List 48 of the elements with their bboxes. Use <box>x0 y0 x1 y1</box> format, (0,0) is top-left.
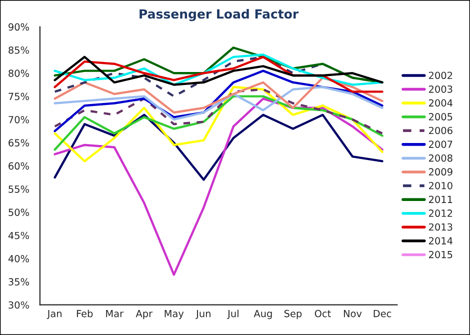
y-tick-label: 50% <box>8 208 29 216</box>
y-tick-label: 90% <box>8 23 29 31</box>
legend-label: 2006 <box>428 126 452 134</box>
y-tick-label: 75% <box>8 92 29 100</box>
y-tick-label: 85% <box>8 46 29 54</box>
legend-label: 2008 <box>428 154 452 162</box>
y-tick-label: 70% <box>8 116 29 124</box>
legend-label: 2014 <box>428 237 452 244</box>
x-tick-label: Feb <box>76 310 93 318</box>
legend-label: 2002 <box>428 72 452 80</box>
y-tick-label: 45% <box>8 232 29 240</box>
legend-label: 2009 <box>428 168 452 176</box>
legend-label: 2010 <box>428 182 452 190</box>
line-series <box>54 86 384 121</box>
y-tick-label: 40% <box>8 254 29 262</box>
x-tick-label: Sep <box>284 310 302 320</box>
legend-label: 2007 <box>428 140 452 148</box>
legend-label: 2015 <box>428 250 452 258</box>
x-tick-label: Nov <box>344 310 362 318</box>
x-tick-label: May <box>164 310 184 320</box>
line-series <box>54 95 384 151</box>
legend-label: 2011 <box>428 196 452 204</box>
line-series <box>54 114 384 181</box>
y-tick-label: 80% <box>8 70 29 77</box>
y-tick-label: 60% <box>8 162 29 170</box>
legend-label: 2005 <box>428 113 452 120</box>
x-tick-label: Apr <box>136 310 153 320</box>
line-series <box>54 76 384 114</box>
y-tick-label: 55% <box>8 185 29 193</box>
x-tick-label: Jan <box>46 310 62 320</box>
x-tick-label: Aug <box>254 310 272 320</box>
legend-label: 2013 <box>428 223 452 231</box>
legend-label: 2004 <box>428 99 452 107</box>
legend-label: 2012 <box>428 210 452 217</box>
chart-title: Passenger Load Factor <box>140 8 299 22</box>
line-series <box>54 88 384 134</box>
y-tick-label: 30% <box>8 301 29 309</box>
line-series <box>54 86 384 162</box>
legend-label: 2003 <box>428 85 452 93</box>
x-tick-label: Oct <box>314 310 331 318</box>
x-tick-label: Dec <box>374 310 392 318</box>
y-tick-label: 65% <box>8 139 29 146</box>
x-tick-label: Mar <box>106 310 124 318</box>
x-tick-label: Jun <box>196 310 210 320</box>
x-tick-label: Jul <box>227 310 238 320</box>
y-tick-label: 35% <box>8 278 29 286</box>
line-series <box>54 98 384 276</box>
line-series <box>54 70 384 132</box>
